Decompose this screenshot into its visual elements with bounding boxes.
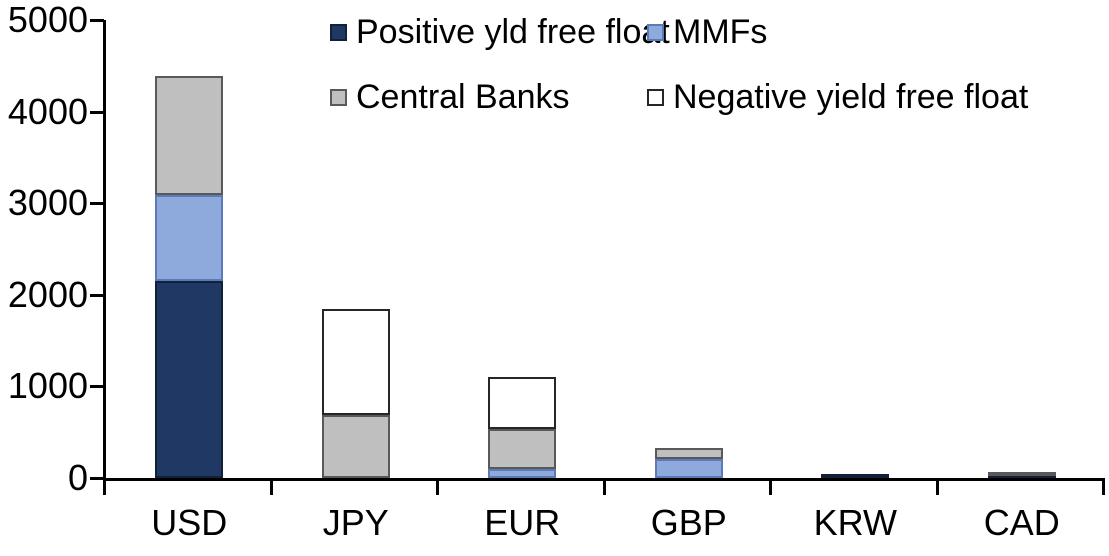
legend-item-mmfs: MMFs — [647, 13, 1028, 51]
y-axis-tick — [90, 293, 104, 297]
x-axis-tick — [602, 478, 606, 495]
legend-swatch-icon — [330, 88, 347, 106]
x-axis-tick — [103, 478, 106, 495]
legend-item-positive-yld-free-float: Positive yld free float — [330, 14, 670, 50]
y-axis-tick-label: 1000 — [7, 365, 88, 407]
bar-gbp — [654, 20, 723, 478]
legend-swatch-icon — [647, 23, 664, 41]
bar-segment-central-banks — [654, 447, 723, 459]
bar-segment-central-banks — [488, 428, 557, 469]
legend-label: Central Banks — [356, 78, 570, 116]
x-axis-label-jpy: JPY — [322, 502, 389, 543]
x-axis-tick — [269, 478, 273, 495]
y-axis-tick — [90, 477, 104, 480]
x-axis-tick — [769, 478, 772, 495]
y-axis-tick — [90, 110, 104, 114]
bar-eur — [488, 20, 557, 478]
legend-item-negative-yield-free-float: Negative yield free float — [647, 78, 1029, 116]
bar-segment-central-banks — [987, 471, 1056, 476]
x-axis-label-gbp: GBP — [650, 502, 727, 543]
y-axis-tick — [90, 19, 104, 22]
legend-label: MMFs — [673, 13, 768, 51]
bar-segment-mmfs — [488, 468, 557, 478]
legend-label: Positive yld free float — [356, 13, 670, 51]
x-axis-tick — [436, 478, 439, 495]
bar-segment-central-banks — [155, 75, 224, 195]
bar-segment-positive-yld-free-float — [155, 281, 224, 478]
bar-segment-mmfs — [654, 458, 723, 478]
x-axis-tick — [1102, 478, 1105, 495]
x-axis-label-krw: KRW — [813, 502, 897, 543]
bar-segment-mmfs — [155, 194, 224, 282]
plot-area — [103, 20, 1105, 481]
y-axis-tick-label: 0 — [67, 457, 88, 498]
y-axis-tick-label: 4000 — [7, 90, 88, 132]
bar-segment-central-banks — [321, 414, 390, 478]
x-axis-tick — [935, 478, 939, 495]
bar-segment-negative-yield-free-float — [321, 309, 390, 415]
legend-swatch-icon — [647, 88, 664, 106]
legend-item-central-banks: Central Banks — [330, 78, 647, 116]
bar-cad — [987, 20, 1056, 478]
bar-segment-positive-yld-free-float — [821, 473, 890, 478]
x-axis-label-usd: USD — [151, 502, 228, 543]
y-axis-tick — [90, 385, 104, 389]
x-axis-label-eur: EUR — [484, 502, 561, 543]
legend: Positive yld free float MMFs Central Banks… — [330, 13, 1029, 116]
bar-segment-negative-yield-free-float — [488, 377, 557, 429]
legend-swatch-icon — [330, 23, 347, 41]
x-axis-label-cad: CAD — [983, 502, 1060, 543]
bar-jpy — [321, 20, 390, 478]
y-axis-tick-label: 5000 — [7, 0, 88, 40]
legend-label: Negative yield free float — [673, 78, 1029, 116]
y-axis-tick — [90, 202, 104, 206]
bar-krw — [821, 20, 890, 478]
bar-usd — [155, 20, 224, 478]
y-axis-tick-label: 2000 — [7, 273, 88, 315]
y-axis-tick-label: 3000 — [7, 182, 88, 224]
